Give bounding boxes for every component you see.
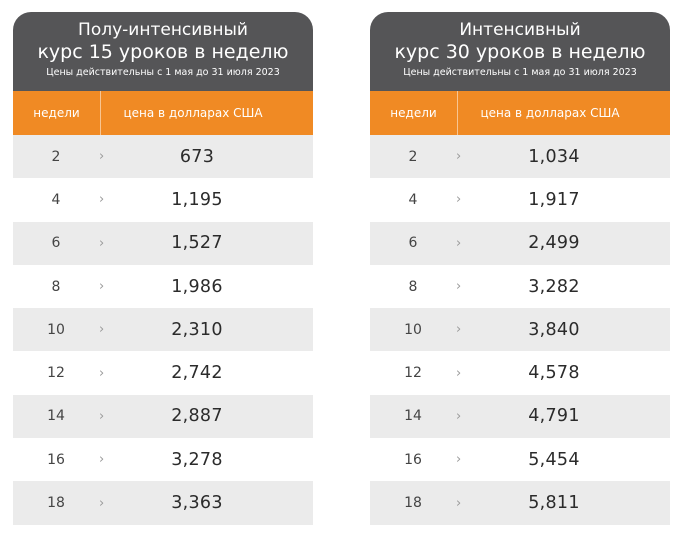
chevron-right-icon: ›	[456, 192, 462, 208]
chevron-right-icon: ›	[456, 452, 462, 468]
table-row: 4 › 1,195	[13, 178, 313, 222]
weeks-cell: 8	[51, 278, 61, 295]
price-cell: 1,527	[171, 233, 223, 254]
table-row: 14 › 4,791	[370, 394, 670, 439]
table-row: 12 › 4,578	[370, 351, 670, 395]
price-cell: 1,034	[528, 146, 580, 167]
price-cell: 1,986	[171, 276, 223, 297]
chevron-right-icon: ›	[99, 235, 105, 251]
weeks-cell: 12	[47, 365, 65, 382]
column-header-weeks: недели	[13, 91, 101, 135]
column-header-price: цена в долларах США	[123, 106, 263, 120]
weeks-cell: 10	[404, 321, 422, 338]
table-row: 6 › 2,499	[370, 221, 670, 265]
weeks-cell: 6	[408, 235, 418, 252]
table-row: 14 › 2,887	[13, 394, 313, 439]
table-row: 10 › 3,840	[370, 308, 670, 352]
price-cell: 4,578	[528, 363, 580, 384]
validity-note: Цены действительны с 1 мая до 31 июля 20…	[403, 67, 637, 78]
table-subtitle: курс 30 уроков в неделю	[394, 41, 646, 63]
weeks-cell: 18	[47, 495, 65, 512]
table-title: Полу-интенсивный	[78, 20, 248, 40]
table-row: 8 › 3,282	[370, 264, 670, 309]
chevron-right-icon: ›	[99, 452, 105, 468]
table-row: 12 › 2,742	[13, 351, 313, 395]
weeks-cell: 16	[404, 451, 422, 468]
chevron-right-icon: ›	[456, 235, 462, 251]
price-cell: 3,282	[528, 276, 580, 297]
weeks-cell: 4	[408, 191, 418, 208]
chevron-right-icon: ›	[456, 495, 462, 511]
price-cell: 2,887	[171, 406, 223, 427]
chevron-right-icon: ›	[99, 149, 105, 165]
price-cell: 3,363	[171, 493, 223, 514]
chevron-right-icon: ›	[456, 322, 462, 338]
table-body: 2 › 673 4 › 1,195 6 › 1,527 8 › 1,986 10 › 2,310 12 › 2,7…	[13, 135, 313, 525]
table-row: 8 › 1,986	[13, 264, 313, 309]
price-cell: 3,278	[171, 449, 223, 470]
chevron-right-icon: ›	[456, 279, 462, 295]
weeks-cell: 2	[51, 148, 61, 165]
price-cell: 1,917	[528, 189, 580, 210]
table-subtitle: курс 15 уроков в неделю	[37, 41, 289, 63]
weeks-cell: 16	[47, 451, 65, 468]
price-cell: 4,791	[528, 406, 580, 427]
table-row: 10 › 2,310	[13, 308, 313, 352]
table-row: 6 › 1,527	[13, 221, 313, 265]
weeks-cell: 14	[404, 408, 422, 425]
chevron-right-icon: ›	[99, 322, 105, 338]
chevron-right-icon: ›	[456, 149, 462, 165]
price-cell: 5,454	[528, 449, 580, 470]
weeks-cell: 12	[404, 365, 422, 382]
weeks-cell: 14	[47, 408, 65, 425]
chevron-right-icon: ›	[456, 365, 462, 381]
chevron-right-icon: ›	[99, 495, 105, 511]
price-cell: 2,499	[528, 233, 580, 254]
table-body: 2 › 1,034 4 › 1,917 6 › 2,499 8 › 3,282 10 › 3,840 12 › 4…	[370, 135, 670, 525]
chevron-right-icon: ›	[456, 408, 462, 424]
chevron-right-icon: ›	[99, 365, 105, 381]
weeks-cell: 2	[408, 148, 418, 165]
table-row: 16 › 5,454	[370, 438, 670, 482]
weeks-cell: 8	[408, 278, 418, 295]
column-header-weeks: недели	[370, 91, 458, 135]
price-cell: 5,811	[528, 493, 580, 514]
price-cell: 673	[179, 146, 215, 167]
table-header: Полу-интенсивный курс 15 уроков в неделю…	[13, 12, 313, 91]
price-cell: 1,195	[171, 189, 223, 210]
chevron-right-icon: ›	[99, 192, 105, 208]
table-title: Интенсивный	[459, 20, 581, 40]
weeks-cell: 4	[51, 191, 61, 208]
price-cell: 3,840	[528, 319, 580, 340]
table-row: 2 › 673	[13, 135, 313, 179]
weeks-cell: 6	[51, 235, 61, 252]
table-row: 4 › 1,917	[370, 178, 670, 222]
table-row: 2 › 1,034	[370, 135, 670, 179]
column-header-row: недели цена в долларах США	[370, 91, 670, 135]
table-header: Интенсивный курс 30 уроков в неделю Цены…	[370, 12, 670, 91]
price-table-intensive: Интенсивный курс 30 уроков в неделю Цены…	[370, 12, 670, 525]
chevron-right-icon: ›	[99, 408, 105, 424]
table-row: 18 › 3,363	[13, 481, 313, 525]
column-header-row: недели цена в долларах США	[13, 91, 313, 135]
weeks-cell: 10	[47, 321, 65, 338]
price-table-semi-intensive: Полу-интенсивный курс 15 уроков в неделю…	[13, 12, 313, 525]
chevron-right-icon: ›	[99, 279, 105, 295]
price-cell: 2,310	[171, 319, 223, 340]
weeks-cell: 18	[404, 495, 422, 512]
table-row: 18 › 5,811	[370, 481, 670, 525]
column-header-price: цена в долларах США	[480, 106, 620, 120]
table-row: 16 › 3,278	[13, 438, 313, 482]
price-cell: 2,742	[171, 363, 223, 384]
validity-note: Цены действительны с 1 мая до 31 июля 20…	[46, 67, 280, 78]
